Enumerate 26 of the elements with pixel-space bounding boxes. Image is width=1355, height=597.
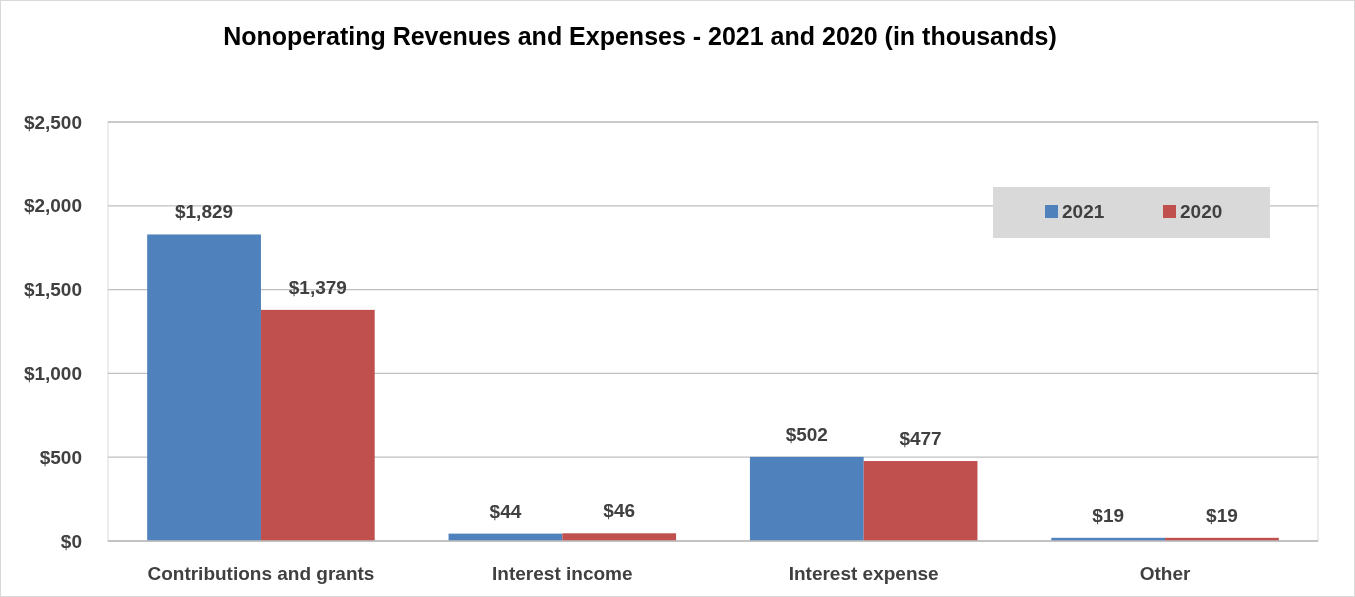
bar xyxy=(147,234,261,541)
y-tick-label: $1,000 xyxy=(23,363,82,385)
x-tick-label: Interest income xyxy=(492,563,633,584)
y-tick-label: $2,000 xyxy=(23,195,82,217)
bar xyxy=(260,309,375,541)
data-label: $502 xyxy=(785,423,828,445)
chart-title: Nonoperating Revenues and Expenses - 2021 and 2020 (in thousands) xyxy=(223,22,1057,50)
y-tick-label: $2,500 xyxy=(23,111,82,133)
legend-label: 2020 xyxy=(1180,201,1223,222)
data-label: $19 xyxy=(1092,504,1125,526)
x-tick-label: Contributions and grants xyxy=(147,563,375,584)
x-tick-label: Other xyxy=(1139,563,1191,584)
y-tick-label: $500 xyxy=(39,446,82,468)
data-label: $19 xyxy=(1206,504,1238,526)
data-label: $44 xyxy=(489,500,522,522)
data-label: $46 xyxy=(603,500,636,522)
data-label: $477 xyxy=(899,428,942,450)
y-tick-label: $0 xyxy=(60,530,82,552)
legend-label: 2021 xyxy=(1062,201,1105,222)
y-tick-label: $1,500 xyxy=(23,279,82,301)
bar xyxy=(749,456,864,541)
data-label: $1,829 xyxy=(175,201,234,223)
data-label: $1,379 xyxy=(288,276,347,298)
bar xyxy=(562,533,677,541)
bar xyxy=(863,461,978,541)
x-tick-label: Interest expense xyxy=(788,563,939,584)
